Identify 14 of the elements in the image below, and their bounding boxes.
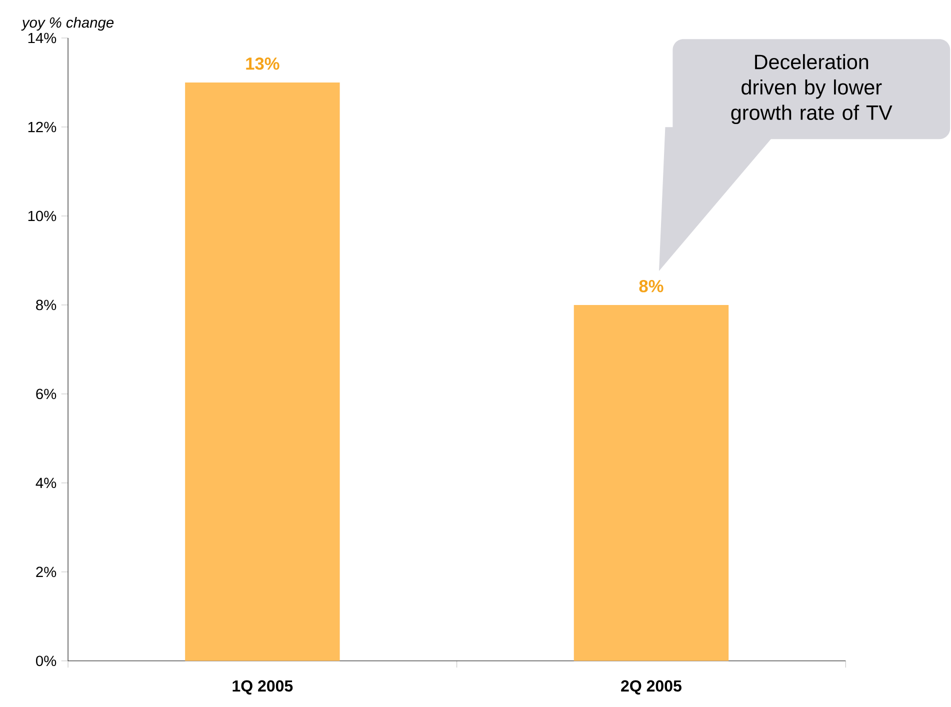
y-tick-label: 8% bbox=[36, 300, 56, 310]
y-tick-label: 4% bbox=[36, 478, 56, 488]
y-tick-label: 6% bbox=[36, 388, 56, 400]
y-tick-label: 14% bbox=[28, 32, 56, 44]
annotation: Deceleration driven by lower growth rate of TV bbox=[731, 54, 892, 124]
x-tick-label: 2Q 2005 bbox=[621, 680, 682, 695]
y-tick-label: 10% bbox=[28, 210, 56, 222]
data-label: 13% bbox=[246, 58, 280, 70]
y-tick-label: 12% bbox=[28, 122, 56, 132]
x-tick-label: 1Q 2005 bbox=[232, 680, 293, 695]
y-tick-label: 2% bbox=[36, 566, 56, 578]
data-label: 8% bbox=[639, 280, 664, 292]
y-axis-title: yoy % change bbox=[21, 17, 114, 31]
y-tick-label: 0% bbox=[36, 656, 56, 666]
